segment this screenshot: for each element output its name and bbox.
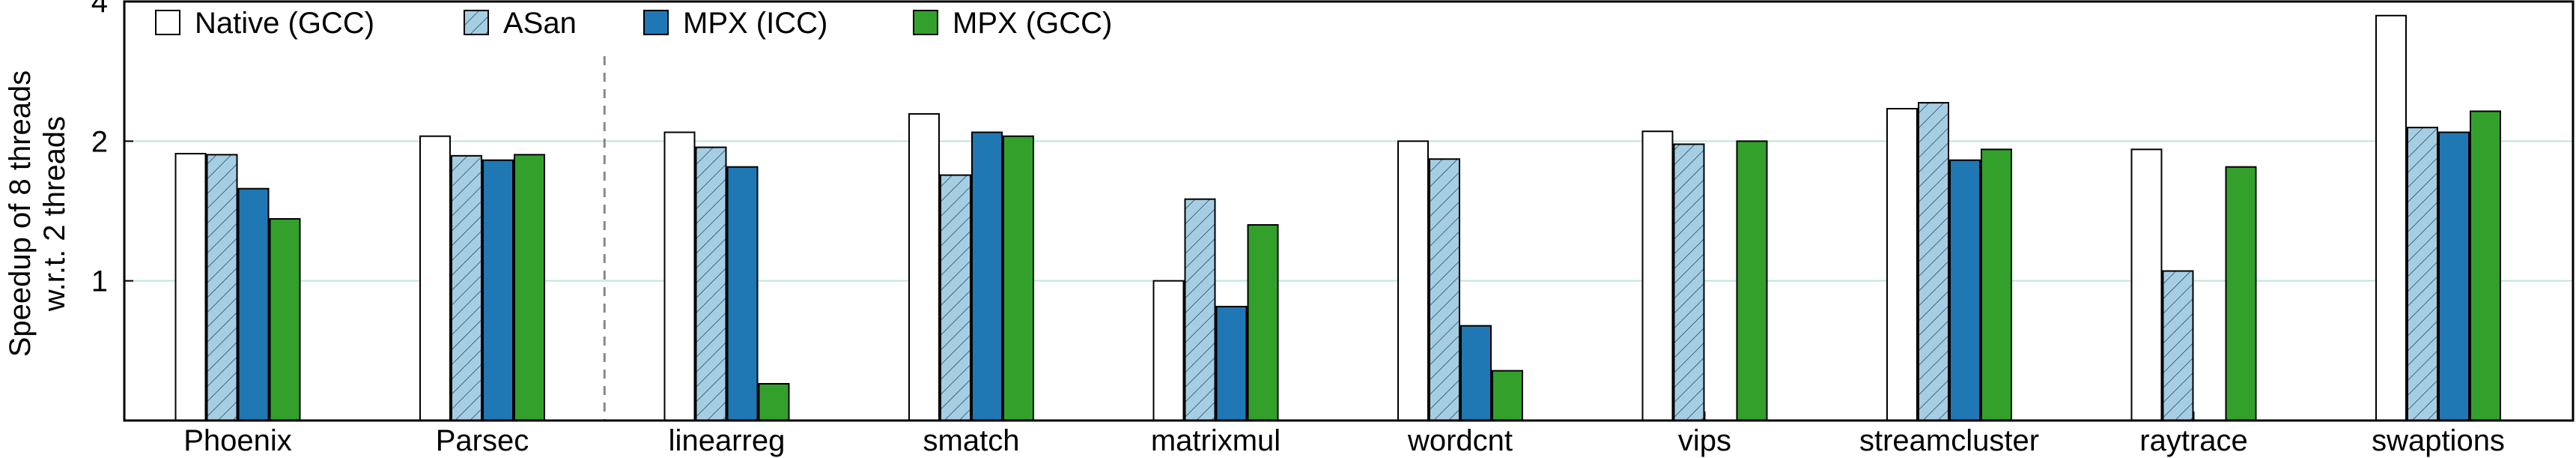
x-tick-label: Parsec bbox=[436, 424, 529, 457]
legend: Native (GCC) ASan MPX (ICC) MPX (GCC) bbox=[155, 7, 1112, 40]
bar-raytrace-asan bbox=[2162, 270, 2194, 421]
bars bbox=[174, 14, 2501, 422]
plot-frame bbox=[123, 0, 2575, 422]
x-tick-label: raytrace bbox=[2139, 424, 2248, 457]
x-tick-label: wordcnt bbox=[1407, 424, 1513, 457]
bar-matrixmul-native-gcc- bbox=[1152, 280, 1185, 421]
x-tick-label: streamcluster bbox=[1859, 424, 2039, 457]
bar-raytrace-mpx-gcc- bbox=[2225, 166, 2257, 421]
bar-smatch-asan bbox=[940, 174, 971, 421]
bar-streamcluster-native-gcc- bbox=[1886, 107, 1918, 422]
bar-smatch-mpx-gcc- bbox=[1003, 135, 1034, 421]
legend-swatch bbox=[643, 10, 669, 35]
bar-raytrace-native-gcc- bbox=[2130, 148, 2163, 421]
y-axis-ticks: 1 2 4 bbox=[91, 0, 133, 298]
bar-Phoenix-native-gcc- bbox=[174, 152, 207, 421]
bar-linearreg-native-gcc- bbox=[663, 131, 696, 422]
bar-linearreg-mpx-icc- bbox=[726, 166, 759, 421]
bar-swaptions-asan bbox=[2407, 127, 2438, 421]
bar-matrixmul-mpx-icc- bbox=[1215, 306, 1248, 421]
x-tick-label: linearreg bbox=[669, 424, 786, 457]
bar-wordcnt-mpx-icc- bbox=[1460, 325, 1492, 421]
legend-swatch bbox=[155, 10, 180, 35]
legend-label: MPX (ICC) bbox=[683, 7, 827, 40]
bar-smatch-native-gcc- bbox=[908, 112, 940, 421]
bar-streamcluster-mpx-gcc- bbox=[1981, 148, 2012, 421]
bar-swaptions-mpx-gcc- bbox=[2470, 110, 2501, 421]
bar-Phoenix-asan bbox=[206, 154, 238, 421]
bar-wordcnt-mpx-gcc- bbox=[1492, 370, 1523, 422]
bar-swaptions-native-gcc- bbox=[2375, 14, 2407, 422]
bar-streamcluster-asan bbox=[1918, 102, 1949, 421]
bar-wordcnt-native-gcc- bbox=[1397, 140, 1429, 421]
bar-smatch-mpx-icc- bbox=[971, 131, 1003, 422]
x-axis-ticks: Phoenix Parsec linearreg smatch matrixmul wor… bbox=[183, 412, 2505, 457]
legend-swatch bbox=[913, 10, 938, 35]
bar-vips-asan bbox=[1673, 143, 1705, 421]
bar-matrixmul-asan bbox=[1184, 198, 1216, 421]
x-tick-label: smatch bbox=[923, 424, 1020, 457]
bar-Parsec-asan bbox=[451, 154, 482, 421]
legend-label: ASan bbox=[503, 7, 577, 40]
bar-linearreg-asan bbox=[695, 146, 727, 421]
bar-vips-native-gcc- bbox=[1641, 130, 1674, 421]
bar-Parsec-mpx-icc- bbox=[482, 159, 514, 422]
bar-linearreg-mpx-gcc- bbox=[758, 382, 790, 421]
y-tick-label: 2 bbox=[91, 125, 108, 158]
legend-swatch bbox=[464, 10, 489, 35]
bar-streamcluster-mpx-icc- bbox=[1949, 159, 1981, 422]
bar-swaptions-mpx-icc- bbox=[2438, 131, 2470, 422]
y-tick-label: 4 bbox=[91, 0, 108, 19]
legend-label: Native (GCC) bbox=[195, 7, 374, 40]
x-tick-label: vips bbox=[1678, 424, 1731, 457]
y-tick-label: 1 bbox=[91, 265, 108, 298]
y-axis-label-line-1: Speedup of 8 threads bbox=[4, 70, 37, 358]
bar-vips-mpx-gcc- bbox=[1736, 140, 1768, 421]
bar-matrixmul-mpx-gcc- bbox=[1247, 224, 1279, 421]
bar-Phoenix-mpx-gcc- bbox=[269, 218, 301, 421]
y-axis-label-line-2: w.r.t. 2 threads bbox=[38, 116, 71, 312]
x-tick-label: swaptions bbox=[2372, 424, 2505, 457]
bar-wordcnt-asan bbox=[1429, 158, 1460, 421]
bar-Parsec-native-gcc- bbox=[419, 135, 451, 421]
x-tick-label: Phoenix bbox=[183, 424, 292, 457]
bar-Phoenix-mpx-icc- bbox=[237, 187, 270, 422]
legend-label: MPX (GCC) bbox=[953, 7, 1112, 40]
x-tick-label: matrixmul bbox=[1151, 424, 1281, 457]
bar-Parsec-mpx-gcc- bbox=[514, 154, 545, 421]
